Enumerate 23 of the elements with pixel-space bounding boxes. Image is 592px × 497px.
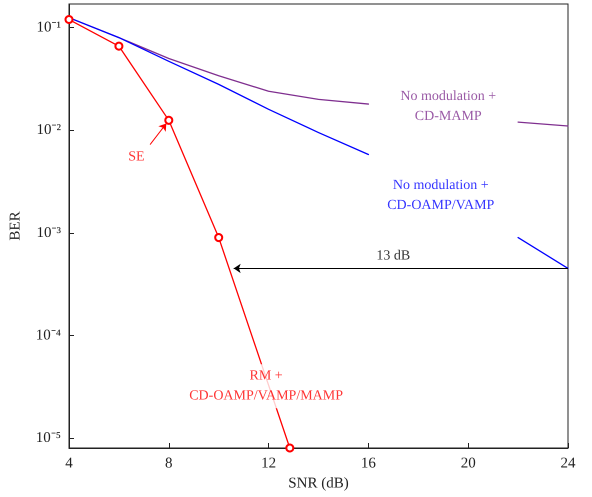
y-tick-label: 10⁻⁵ <box>36 430 61 446</box>
point <box>285 444 294 452</box>
y-axis-title: BER <box>8 211 24 241</box>
x-tick-label: 24 <box>560 456 576 472</box>
point <box>164 116 174 125</box>
point <box>114 42 124 51</box>
series-label: RM + CD-OAMP/VAMP/MAMP <box>189 368 344 404</box>
x-axis-title: SNR (dB) <box>288 475 349 492</box>
y-tick-label: 10⁻² <box>36 122 62 138</box>
x-tick-label: 8 <box>165 456 173 472</box>
annotation: SE <box>128 149 145 164</box>
x-tick-label: 12 <box>261 456 276 472</box>
x-tick-label: 16 <box>360 456 376 472</box>
point <box>64 15 74 24</box>
y-tick-label: 10⁻³ <box>36 224 62 241</box>
y-tick-label: 10⁻¹ <box>36 20 61 36</box>
x-tick-label: 4 <box>65 456 74 472</box>
point <box>214 233 224 242</box>
series-label: No modulation + CD-MAMP <box>400 89 496 124</box>
y-tick-label: 10⁻⁴ <box>36 327 61 344</box>
text: No modulation + CD-OAMP/VAMP <box>387 178 495 214</box>
x-tick-label: 20 <box>460 456 476 472</box>
annotation: 13 dB <box>376 248 410 264</box>
